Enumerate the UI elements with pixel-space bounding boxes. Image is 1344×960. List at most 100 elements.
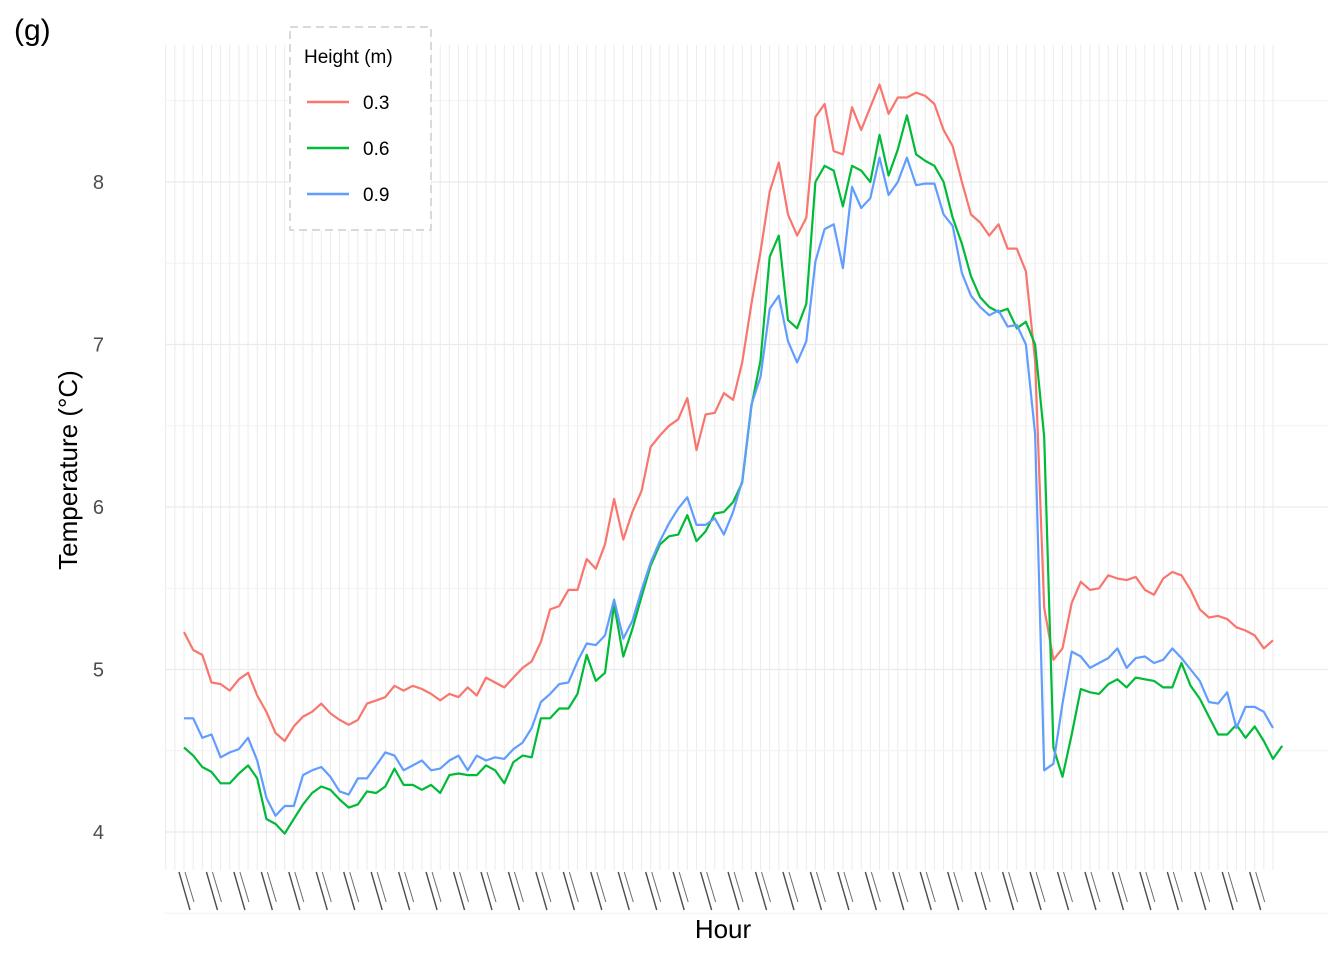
- x-tick-mark: [596, 871, 607, 903]
- x-tick-mark: [541, 871, 552, 903]
- x-tick-mark: [562, 871, 576, 911]
- x-tick-mark: [1172, 871, 1183, 903]
- x-tick-mark: [184, 871, 195, 903]
- series-line-0.9: [184, 156, 1274, 817]
- x-tick-mark: [733, 871, 744, 903]
- x-tick-mark: [645, 871, 658, 911]
- x-tick-mark: [205, 871, 219, 911]
- x-tick-mark: [870, 871, 881, 903]
- x-tick-mark: [480, 871, 493, 911]
- x-tick-mark: [376, 871, 387, 903]
- x-tick-mark: [1063, 871, 1073, 903]
- y-tick-label: 5: [93, 660, 104, 682]
- legend-title: Height (m): [304, 47, 393, 68]
- x-tick-mark: [486, 871, 497, 903]
- x-tick-mark: [1084, 871, 1097, 911]
- x-tick-mark: [892, 871, 905, 911]
- x-tick-mark: [404, 871, 415, 903]
- x-tick-mark: [178, 871, 191, 911]
- x-tick-mark: [211, 871, 222, 903]
- x-tick-mark: [1029, 871, 1042, 911]
- x-tick-mark: [507, 871, 521, 911]
- x-tick-mark: [953, 871, 964, 903]
- x-tick-mark: [754, 871, 768, 911]
- x-tick-mark: [898, 871, 909, 903]
- x-tick-mark: [837, 871, 850, 911]
- x-tick-mark: [761, 871, 772, 903]
- x-tick-mark: [706, 871, 717, 903]
- x-axis-label: Hour: [695, 914, 752, 944]
- x-tick-mark: [1200, 871, 1211, 903]
- x-tick-mark: [1056, 871, 1070, 911]
- x-tick-mark: [809, 871, 823, 911]
- grid-major: [165, 100, 1328, 914]
- legend-label-0.6: 0.6: [363, 139, 389, 160]
- x-tick-mark: [843, 871, 854, 903]
- x-tick-mark: [782, 871, 795, 911]
- legend-label-0.3: 0.3: [363, 93, 389, 114]
- x-tick-mark: [266, 871, 277, 903]
- x-tick-mark: [1249, 871, 1262, 911]
- x-tick-mark: [1194, 871, 1207, 911]
- x-tick-mark: [239, 871, 250, 903]
- x-tick-mark: [980, 871, 991, 903]
- x-tick-mark: [452, 871, 466, 911]
- x-tick-mark: [535, 871, 548, 911]
- x-tick-mark: [678, 871, 689, 903]
- x-tick-mark: [568, 871, 579, 903]
- x-tick-mark: [513, 871, 524, 903]
- x-tick-mark: [343, 871, 356, 911]
- x-tick-mark: [1111, 871, 1125, 911]
- x-tick-mark: [1008, 871, 1019, 903]
- y-axis-ticks: 4 5 6 7 8: [93, 172, 104, 844]
- x-tick-mark: [315, 871, 328, 911]
- x-tick-mark: [919, 871, 932, 911]
- x-tick-mark: [1001, 871, 1015, 911]
- x-tick-mark: [233, 871, 246, 911]
- x-tick-mark: [1227, 871, 1238, 903]
- x-tick-mark: [925, 871, 936, 903]
- legend-label-0.9: 0.9: [363, 185, 389, 206]
- x-tick-mark: [397, 871, 411, 911]
- x-tick-mark: [1035, 871, 1046, 903]
- x-tick-mark: [672, 871, 685, 911]
- x-tick-mark: [1145, 871, 1156, 903]
- x-tick-mark: [349, 871, 360, 903]
- x-axis-ticks: [178, 871, 1266, 911]
- series-layer: [183, 83, 1284, 835]
- x-tick-mark: [288, 871, 301, 911]
- x-tick-mark: [1221, 871, 1234, 911]
- series-line-0.3: [183, 83, 1274, 743]
- x-tick-mark: [1117, 871, 1128, 903]
- x-tick-mark: [294, 871, 305, 903]
- legend-box: [289, 26, 432, 231]
- x-tick-mark: [617, 871, 630, 911]
- x-tick-mark: [590, 871, 603, 911]
- x-tick-mark: [699, 871, 713, 911]
- x-tick-mark: [370, 871, 383, 911]
- y-tick-label: 6: [93, 497, 104, 519]
- x-tick-mark: [260, 871, 274, 911]
- x-tick-mark: [974, 871, 987, 911]
- x-tick-mark: [623, 871, 634, 903]
- panel-tag: (g): [14, 14, 51, 47]
- x-tick-mark: [727, 871, 740, 911]
- series-line-0.6: [183, 114, 1284, 835]
- y-tick-label: 7: [93, 335, 104, 357]
- x-tick-mark: [864, 871, 878, 911]
- x-tick-mark: [459, 871, 470, 903]
- x-tick-mark: [651, 871, 662, 903]
- x-tick-mark: [431, 871, 442, 903]
- x-tick-mark: [425, 871, 438, 911]
- x-tick-mark: [788, 871, 799, 903]
- y-tick-label: 8: [93, 172, 104, 194]
- x-tick-mark: [321, 871, 332, 903]
- y-tick-label: 4: [93, 822, 104, 844]
- x-tick-mark: [1255, 871, 1266, 903]
- y-axis-label: Temperature (°C): [53, 370, 83, 570]
- x-tick-mark: [1090, 871, 1101, 903]
- x-tick-mark: [1139, 871, 1152, 911]
- x-tick-mark: [947, 871, 960, 911]
- x-tick-mark: [1166, 871, 1180, 911]
